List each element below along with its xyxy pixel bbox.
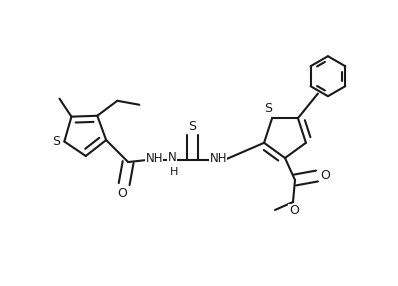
Text: H: H	[170, 167, 178, 177]
Text: O: O	[117, 186, 127, 200]
Text: N: N	[168, 150, 177, 164]
Text: S: S	[264, 102, 272, 115]
Text: NH: NH	[209, 152, 227, 164]
Text: S: S	[52, 135, 60, 148]
Text: O: O	[320, 170, 330, 182]
Text: NH: NH	[145, 152, 163, 164]
Text: O: O	[289, 204, 299, 217]
Text: S: S	[188, 120, 196, 133]
